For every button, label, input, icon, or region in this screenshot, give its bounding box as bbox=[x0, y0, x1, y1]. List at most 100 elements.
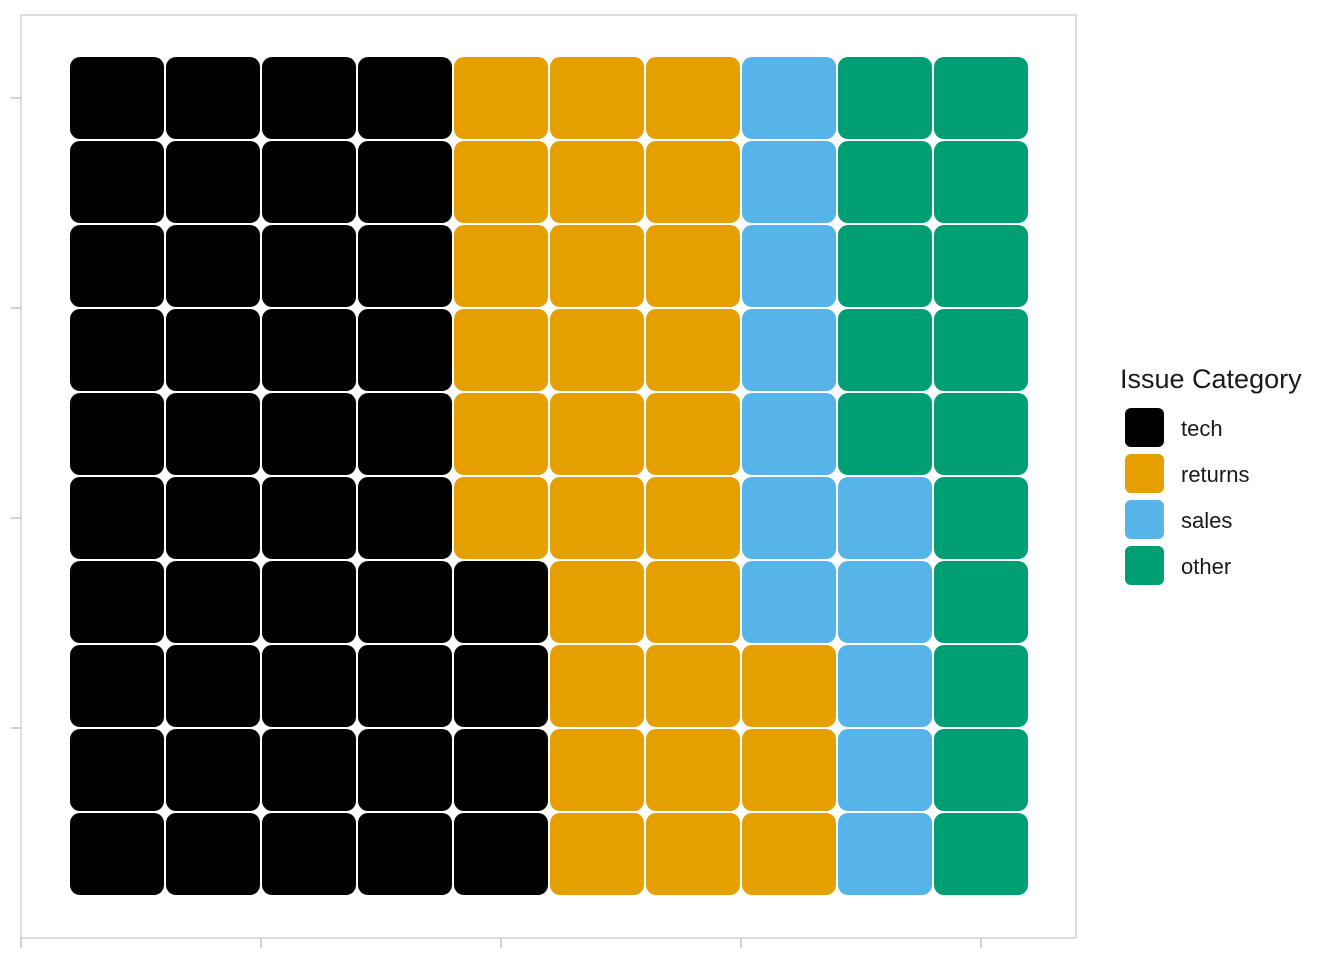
waffle-tile-tech bbox=[70, 561, 164, 643]
waffle-tile-sales bbox=[742, 477, 836, 559]
waffle-tile-tech bbox=[262, 225, 356, 307]
legend-key-sales bbox=[1125, 500, 1164, 539]
waffle-tile-returns bbox=[646, 729, 740, 811]
waffle-tile-tech bbox=[262, 57, 356, 139]
waffle-tile-tech bbox=[262, 645, 356, 727]
waffle-tile-returns bbox=[742, 729, 836, 811]
waffle-tile-returns bbox=[646, 309, 740, 391]
waffle-tile-sales bbox=[742, 225, 836, 307]
waffle-tile-returns bbox=[454, 225, 548, 307]
waffle-tile-other bbox=[934, 225, 1028, 307]
waffle-tile-returns bbox=[742, 813, 836, 895]
waffle-tile-other bbox=[838, 57, 932, 139]
waffle-tile-returns bbox=[454, 309, 548, 391]
legend-key-tech bbox=[1125, 408, 1164, 447]
waffle-tile-sales bbox=[742, 141, 836, 223]
waffle-tile-other bbox=[838, 141, 932, 223]
waffle-tile-tech bbox=[262, 813, 356, 895]
waffle-tile-tech bbox=[262, 477, 356, 559]
waffle-tile-sales bbox=[838, 813, 932, 895]
waffle-tile-tech bbox=[358, 813, 452, 895]
waffle-tile-tech bbox=[166, 393, 260, 475]
waffle-tile-sales bbox=[838, 729, 932, 811]
waffle-tile-tech bbox=[454, 729, 548, 811]
waffle-tile-tech bbox=[358, 309, 452, 391]
waffle-tile-tech bbox=[166, 309, 260, 391]
waffle-tile-other bbox=[934, 561, 1028, 643]
waffle-tile-tech bbox=[70, 813, 164, 895]
waffle-tile-sales bbox=[742, 561, 836, 643]
waffle-tile-returns bbox=[550, 309, 644, 391]
waffle-tile-tech bbox=[358, 645, 452, 727]
waffle-tile-tech bbox=[166, 729, 260, 811]
waffle-tile-returns bbox=[550, 813, 644, 895]
waffle-tile-returns bbox=[550, 645, 644, 727]
waffle-tile-tech bbox=[70, 477, 164, 559]
waffle-tile-returns bbox=[550, 225, 644, 307]
legend-title: Issue Category bbox=[1120, 364, 1302, 394]
waffle-tile-other bbox=[934, 645, 1028, 727]
waffle-tile-tech bbox=[358, 393, 452, 475]
waffle-tile-other bbox=[934, 813, 1028, 895]
legend-label-sales: sales bbox=[1181, 508, 1232, 533]
waffle-tile-tech bbox=[262, 393, 356, 475]
waffle-tile-tech bbox=[166, 225, 260, 307]
waffle-tile-sales bbox=[838, 645, 932, 727]
x-axis-ticks bbox=[20, 938, 982, 948]
waffle-tile-returns bbox=[646, 141, 740, 223]
legend-label-other: other bbox=[1181, 554, 1231, 579]
waffle-tile-returns bbox=[550, 57, 644, 139]
waffle-tile-tech bbox=[70, 57, 164, 139]
waffle-tile-sales bbox=[838, 561, 932, 643]
waffle-tile-other bbox=[838, 225, 932, 307]
waffle-tile-other bbox=[934, 309, 1028, 391]
waffle-tile-tech bbox=[262, 561, 356, 643]
waffle-tile-returns bbox=[454, 393, 548, 475]
waffle-tile-tech bbox=[358, 57, 452, 139]
legend-key-returns bbox=[1125, 454, 1164, 493]
waffle-tile-tech bbox=[70, 729, 164, 811]
waffle-tile-returns bbox=[646, 225, 740, 307]
waffle-tile-sales bbox=[742, 309, 836, 391]
waffle-tile-tech bbox=[358, 141, 452, 223]
waffle-tile-tech bbox=[166, 477, 260, 559]
waffle-tile-sales bbox=[742, 393, 836, 475]
waffle-tile-tech bbox=[262, 729, 356, 811]
waffle-tile-sales bbox=[838, 477, 932, 559]
waffle-tile-returns bbox=[646, 57, 740, 139]
waffle-tile-tech bbox=[70, 141, 164, 223]
waffle-tile-tech bbox=[262, 309, 356, 391]
waffle-tile-tech bbox=[454, 813, 548, 895]
waffle-tile-other bbox=[934, 57, 1028, 139]
waffle-tile-tech bbox=[358, 225, 452, 307]
waffle-tile-tech bbox=[70, 393, 164, 475]
waffle-tile-tech bbox=[70, 645, 164, 727]
waffle-tile-returns bbox=[646, 393, 740, 475]
waffle-tile-returns bbox=[742, 645, 836, 727]
waffle-tile-other bbox=[838, 309, 932, 391]
y-axis-ticks bbox=[11, 97, 21, 729]
legend-entries: tech returns sales other bbox=[1125, 408, 1249, 585]
waffle-tile-other bbox=[934, 477, 1028, 559]
waffle-tile-returns bbox=[646, 645, 740, 727]
waffle-tile-tech bbox=[262, 141, 356, 223]
waffle-tile-returns bbox=[550, 141, 644, 223]
waffle-tile-returns bbox=[646, 561, 740, 643]
waffle-tile-other bbox=[934, 141, 1028, 223]
waffle-tile-sales bbox=[742, 57, 836, 139]
waffle-tile-returns bbox=[550, 477, 644, 559]
waffle-tile-tech bbox=[454, 561, 548, 643]
waffle-tile-other bbox=[934, 393, 1028, 475]
legend: Issue Category tech returns sales other bbox=[1120, 364, 1302, 585]
waffle-tile-tech bbox=[358, 477, 452, 559]
waffle-tile-tech bbox=[166, 141, 260, 223]
waffle-tile-returns bbox=[646, 477, 740, 559]
legend-label-tech: tech bbox=[1181, 416, 1223, 441]
waffle-tile-tech bbox=[166, 57, 260, 139]
waffle-tile-tech bbox=[70, 225, 164, 307]
waffle-tiles bbox=[70, 57, 1028, 895]
waffle-tile-other bbox=[934, 729, 1028, 811]
waffle-tile-returns bbox=[454, 141, 548, 223]
plot-panel-border bbox=[20, 14, 1077, 939]
